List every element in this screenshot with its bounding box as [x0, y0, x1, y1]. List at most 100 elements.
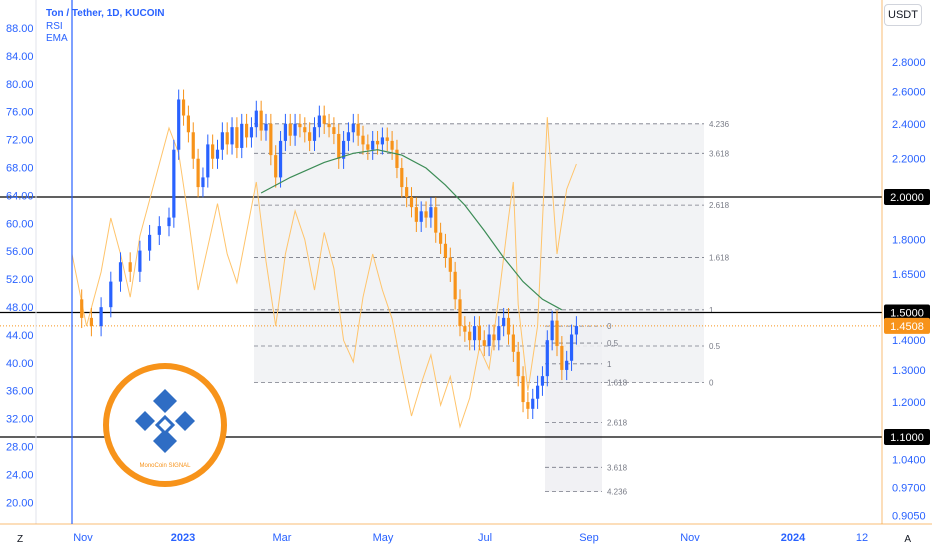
candle-body — [225, 132, 229, 145]
candle-body — [419, 211, 423, 222]
right-axis-tick-label: 0.9700 — [892, 482, 926, 494]
candle-body — [201, 177, 205, 188]
candle-body — [492, 334, 496, 341]
candle-body — [148, 234, 152, 251]
candle-body — [177, 99, 181, 150]
fib-level-label: 1 — [709, 306, 714, 315]
candle-body — [356, 123, 360, 136]
candle-body — [439, 232, 443, 244]
fib-level-label: 3.618 — [709, 149, 730, 158]
left-axis-tick-label: 84.00 — [6, 51, 34, 63]
ema-line — [260, 149, 563, 311]
fib-level-label: 1.618 — [709, 254, 730, 263]
candle-body — [191, 132, 195, 159]
candle-body — [375, 140, 380, 145]
left-axis-tick-label: 32.00 — [6, 414, 34, 426]
left-axis-tick-label: 68.00 — [6, 163, 34, 175]
logo-diamond-right — [175, 411, 195, 431]
auto-scale-button[interactable]: A — [904, 534, 911, 545]
candle-body — [264, 123, 268, 131]
candle-body — [138, 250, 142, 272]
fib-level-label: 0 — [607, 322, 612, 331]
candle-body — [540, 376, 545, 386]
candle-body — [128, 262, 132, 272]
candle-body — [409, 197, 414, 208]
candle-body — [269, 123, 273, 156]
currency-button[interactable]: USDT — [884, 4, 922, 26]
candle-body — [531, 398, 535, 409]
candle-body — [414, 207, 418, 222]
candle-body — [196, 158, 200, 188]
candle-body — [206, 144, 210, 178]
right-axis-tick-label: 0.9050 — [892, 510, 926, 522]
right-axis-tick-label: 1.0400 — [892, 455, 926, 467]
candle-body — [293, 123, 297, 136]
left-axis-tick-label: 48.00 — [6, 302, 34, 314]
fib-level-label: 0.5 — [607, 339, 619, 348]
time-axis-tick-label: Nov — [680, 532, 700, 544]
candle-body — [506, 317, 511, 335]
left-axis-tick-label: 64.00 — [6, 190, 34, 202]
candle-body — [400, 167, 404, 188]
right-axis-tick-label: 2.8000 — [892, 57, 926, 69]
fib-level-label: 2.618 — [607, 419, 628, 428]
time-axis-tick-label: Jul — [478, 532, 492, 544]
candle-body — [569, 334, 574, 361]
candle-body — [511, 334, 515, 352]
logo-diamond-bottom — [153, 429, 177, 453]
last-price-label: 1.4508 — [890, 321, 924, 333]
candle-body — [405, 187, 409, 197]
time-axis-tick-label: 12 — [856, 532, 868, 544]
left-axis-tick-label: 44.00 — [6, 330, 34, 342]
candle-body — [249, 127, 254, 138]
candle-body — [118, 262, 123, 282]
candle-body — [434, 207, 438, 233]
level-price-label: 1.1000 — [890, 432, 924, 444]
left-axis-tick-label: 24.00 — [6, 469, 34, 481]
fib-level-label: 1.618 — [607, 378, 628, 387]
candle-body — [317, 115, 321, 128]
candle-body — [322, 115, 326, 124]
ema-indicator-label[interactable]: EMA — [46, 33, 68, 44]
right-axis-tick-label: 1.2000 — [892, 397, 926, 409]
fib-extension-box-small — [545, 326, 602, 492]
logo-center-mark — [154, 414, 176, 436]
left-axis-tick-label: 36.00 — [6, 386, 34, 398]
candle-body — [245, 123, 249, 138]
candle-body — [109, 281, 113, 308]
candle-body — [497, 326, 501, 341]
right-axis-tick-label: 2.2000 — [892, 154, 926, 166]
right-axis-tick-label: 1.4000 — [892, 335, 926, 347]
level-price-label: 2.0000 — [890, 192, 924, 204]
time-axis-tick-label: 2023 — [171, 532, 195, 544]
candle-body — [477, 326, 481, 341]
candle-body — [346, 132, 351, 141]
fib-level-label: 2.618 — [709, 201, 730, 210]
candle-body — [259, 110, 263, 131]
time-axis-tick-label: 2024 — [781, 532, 806, 544]
fib-level-label: 0 — [709, 378, 714, 387]
zoom-button[interactable]: Z — [17, 534, 24, 545]
candle-body — [453, 271, 457, 300]
candle-body — [211, 144, 215, 159]
candle-body — [337, 133, 341, 159]
left-axis-tick-label: 72.00 — [6, 135, 34, 147]
time-axis-tick-label: May — [373, 532, 394, 544]
last-price-tag — [884, 317, 930, 334]
candle-body — [186, 115, 190, 133]
candle-body — [283, 123, 287, 141]
fib-level-label: 0.5 — [709, 342, 721, 351]
fib-level-label: 4.236 — [607, 488, 628, 497]
left-axis-tick-label: 76.00 — [6, 107, 34, 119]
logo-diamond-top — [153, 389, 177, 413]
candle-body — [215, 149, 220, 159]
candle-body — [371, 140, 375, 150]
candle-body — [99, 307, 103, 327]
candle-body — [448, 257, 452, 272]
rsi-indicator-label[interactable]: RSI — [46, 21, 63, 32]
candle-body — [278, 140, 283, 178]
right-axis-tick-label: 1.6500 — [892, 269, 926, 281]
left-axis-tick-label: 80.00 — [6, 79, 34, 91]
